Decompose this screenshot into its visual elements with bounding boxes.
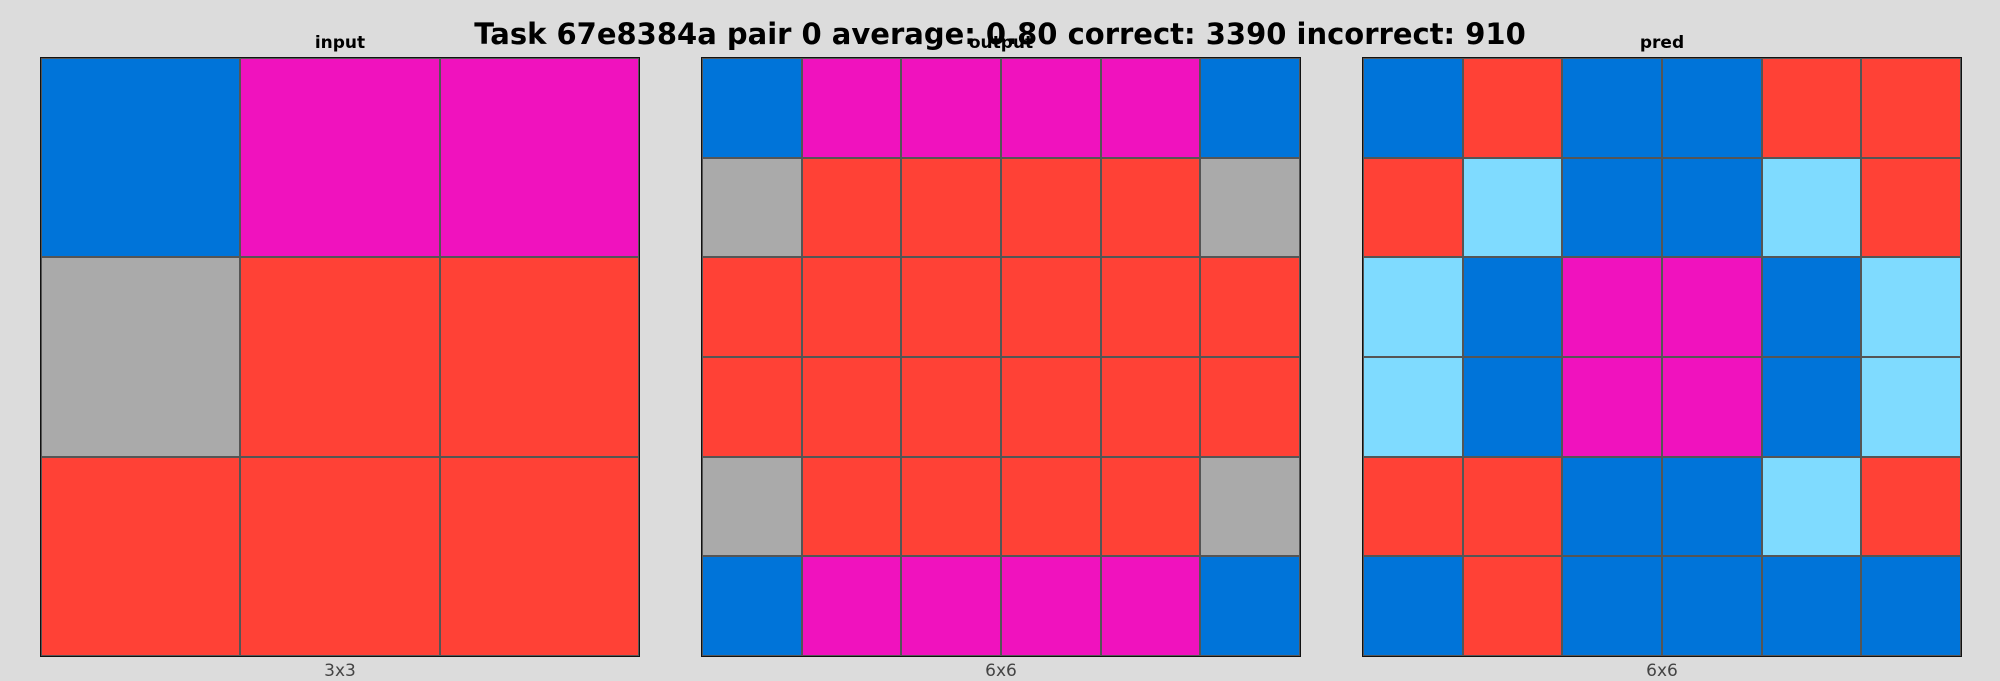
- grid-cell: [1363, 456, 1463, 557]
- grid-cell: [801, 257, 902, 357]
- grid-cell: [1861, 157, 1961, 258]
- grid-cell: [702, 356, 802, 457]
- input-grid-size: 3x3: [324, 661, 356, 681]
- grid-cell: [1661, 356, 1762, 457]
- grid-cell: [702, 257, 802, 357]
- grid-cell: [240, 257, 440, 457]
- grid-cell: [1462, 157, 1563, 258]
- grid-cell: [1562, 456, 1662, 557]
- grid-cell: [439, 456, 639, 656]
- grid-cell: [801, 157, 902, 258]
- grid-cell: [1562, 58, 1662, 158]
- grid-cell: [901, 456, 1001, 557]
- grid-cell: [1761, 456, 1862, 557]
- grid-cell: [1000, 257, 1101, 357]
- pred-grid: [1362, 57, 1962, 657]
- grid-cell: [1200, 356, 1300, 457]
- grid-cell: [801, 456, 902, 557]
- grid-cell: [1100, 257, 1201, 357]
- output-grid: [701, 57, 1301, 657]
- grid-cell: [1462, 257, 1563, 357]
- grid-cell: [1761, 356, 1862, 457]
- grid-cell: [1861, 58, 1961, 158]
- grid-cell: [240, 58, 440, 258]
- grid-cell: [1100, 157, 1201, 258]
- grid-cell: [1562, 356, 1662, 457]
- grid-cell: [1100, 556, 1201, 656]
- pred-panel-title: pred: [1639, 33, 1685, 53]
- grid-cell: [702, 58, 802, 158]
- grid-cell: [1861, 556, 1961, 656]
- grid-cell: [1661, 556, 1762, 656]
- grid-cell: [1562, 257, 1662, 357]
- input-panel: input 3x3: [40, 33, 640, 681]
- grid-cell: [1661, 157, 1762, 258]
- grid-cell: [1363, 58, 1463, 158]
- grid-cell: [240, 456, 440, 656]
- grid-cell: [1100, 356, 1201, 457]
- grid-cell: [1861, 257, 1961, 357]
- grid-cell: [1562, 556, 1662, 656]
- output-panel: output 6x6: [701, 33, 1301, 681]
- grid-cell: [702, 456, 802, 557]
- grid-cell: [901, 58, 1001, 158]
- output-panel-title: output: [968, 33, 1034, 53]
- grid-cell: [1000, 157, 1101, 258]
- grid-cell: [41, 58, 241, 258]
- grid-cell: [1462, 556, 1563, 656]
- grid-cell: [1562, 157, 1662, 258]
- grid-cell: [1462, 456, 1563, 557]
- grid-cell: [1661, 58, 1762, 158]
- grid-cell: [1761, 556, 1862, 656]
- grid-cell: [1100, 456, 1201, 557]
- grid-cell: [702, 157, 802, 258]
- grid-cell: [1363, 556, 1463, 656]
- grid-cell: [1200, 257, 1300, 357]
- grid-cell: [41, 456, 241, 656]
- grid-cell: [901, 556, 1001, 656]
- grid-cell: [801, 556, 902, 656]
- grid-cell: [1363, 257, 1463, 357]
- pred-panel: pred 6x6: [1362, 33, 1962, 681]
- grid-cell: [1861, 356, 1961, 457]
- grid-cell: [801, 58, 902, 158]
- grid-cell: [1363, 157, 1463, 258]
- grid-cell: [1661, 456, 1762, 557]
- grid-cell: [801, 356, 902, 457]
- grid-cell: [1000, 556, 1101, 656]
- grid-cell: [1100, 58, 1201, 158]
- grid-cell: [1000, 356, 1101, 457]
- grid-cell: [1000, 456, 1101, 557]
- input-panel-title: input: [314, 33, 366, 53]
- grid-cell: [439, 58, 639, 258]
- grid-cell: [439, 257, 639, 457]
- grid-cell: [901, 356, 1001, 457]
- grid-cell: [1462, 58, 1563, 158]
- grid-cell: [1462, 356, 1563, 457]
- grid-cell: [1200, 157, 1300, 258]
- grid-cell: [1761, 157, 1862, 258]
- input-grid: [40, 57, 640, 657]
- grid-cell: [702, 556, 802, 656]
- grid-cell: [1200, 456, 1300, 557]
- grid-cell: [1363, 356, 1463, 457]
- grid-cell: [901, 257, 1001, 357]
- pred-grid-size: 6x6: [1646, 661, 1678, 681]
- figure-title: Task 67e8384a pair 0 average: 0.80 corre…: [474, 17, 1526, 51]
- grid-cell: [1200, 58, 1300, 158]
- grid-cell: [1761, 257, 1862, 357]
- output-grid-size: 6x6: [985, 661, 1017, 681]
- grid-cell: [1200, 556, 1300, 656]
- grid-cell: [1861, 456, 1961, 557]
- grid-cell: [1761, 58, 1862, 158]
- grid-cell: [901, 157, 1001, 258]
- grid-cell: [1000, 58, 1101, 158]
- grid-cell: [41, 257, 241, 457]
- grid-cell: [1661, 257, 1762, 357]
